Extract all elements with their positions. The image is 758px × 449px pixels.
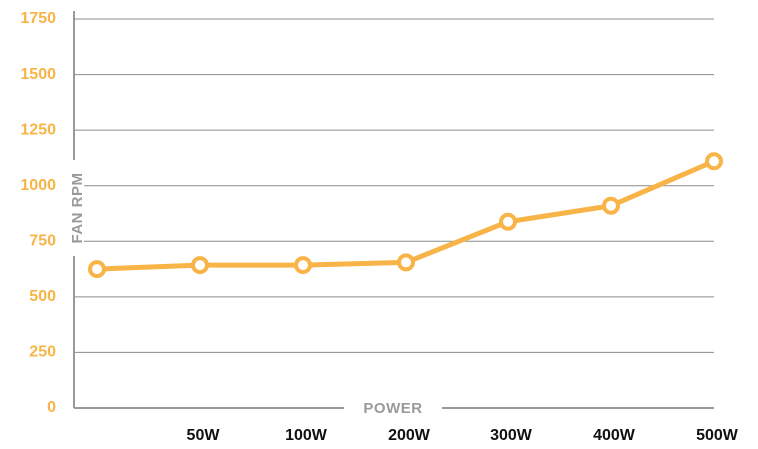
x-tick-label: 300W	[490, 427, 533, 444]
y-tick-label: 1500	[20, 66, 56, 83]
x-tick-label: 200W	[388, 427, 431, 444]
y-tick-label: 1000	[20, 177, 56, 194]
y-tick-label: 250	[29, 344, 56, 361]
grid-layer	[74, 18, 714, 353]
data-point	[705, 152, 723, 171]
data-point	[499, 212, 517, 231]
y-tick-label: 1750	[20, 10, 56, 27]
y-axis-label: FAN RPM	[69, 173, 86, 244]
data-point	[602, 196, 620, 215]
series-layer	[88, 152, 723, 279]
x-tick-label: 100W	[285, 427, 328, 444]
y-axis-label-mask	[62, 160, 84, 256]
data-point	[191, 256, 209, 275]
x-tick-label: 400W	[593, 427, 636, 444]
data-point	[397, 253, 415, 272]
y-tick-label: 750	[29, 233, 56, 250]
x-tick-labels: 50W 100W 200W 300W 400W 500W	[187, 427, 739, 444]
x-tick-label: 500W	[696, 427, 739, 444]
x-axis-label: POWER	[363, 400, 422, 417]
x-tick-label: 50W	[187, 427, 221, 444]
data-point	[294, 256, 312, 275]
y-tick-label: 0	[47, 399, 56, 416]
y-tick-label: 1250	[20, 121, 56, 138]
y-tick-label: 500	[29, 288, 56, 305]
series-line	[94, 158, 717, 272]
axis-labels: FAN RPM POWER	[62, 160, 442, 420]
y-tick-labels: 0 250 500 750 1000 1250 1500 1750	[20, 10, 56, 416]
x-axis-label-mask	[344, 398, 442, 420]
data-point	[88, 260, 106, 279]
